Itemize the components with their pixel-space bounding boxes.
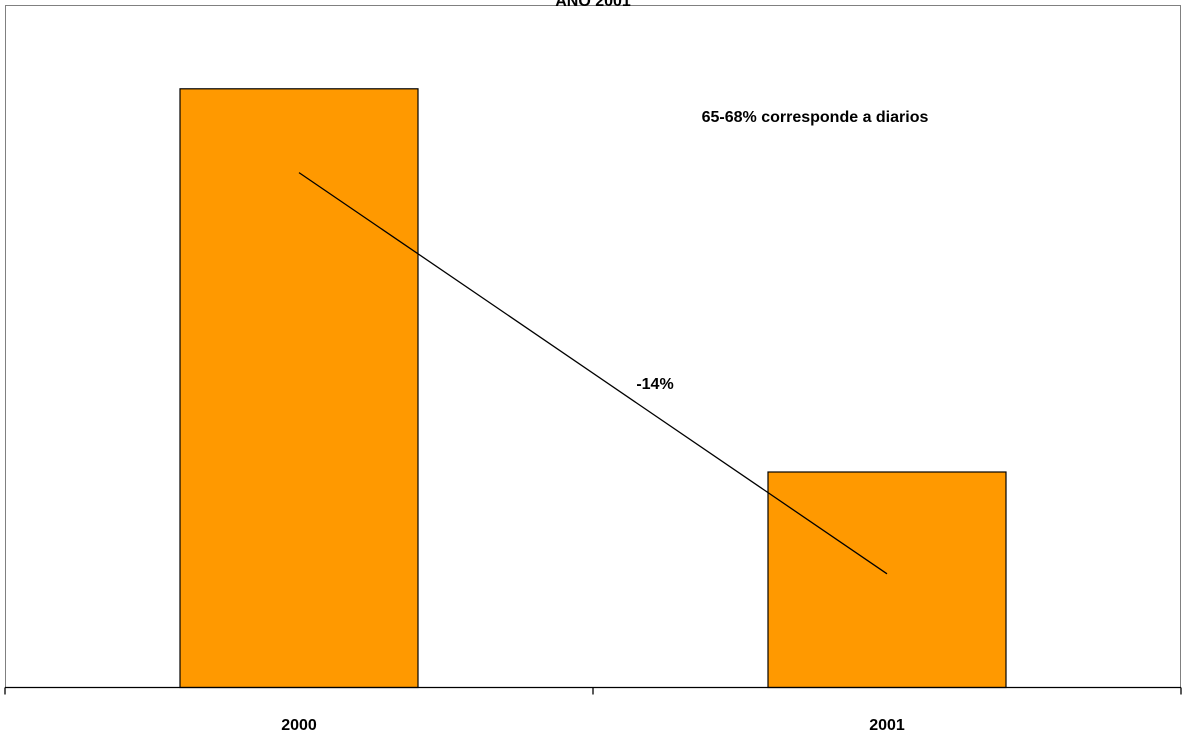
x-labels: 2000 2001 <box>281 717 905 734</box>
chart-title: AÑO 2001 <box>555 0 631 10</box>
x-tick-label-2001: 2001 <box>869 717 905 734</box>
bars <box>179 88 1007 689</box>
bar-2000 <box>179 88 419 689</box>
trend-line <box>298 172 888 575</box>
bar-2001 <box>767 471 1007 689</box>
annotation-note: 65-68% corresponde a diarios <box>702 109 929 126</box>
x-ticks <box>4 687 1182 695</box>
x-tick-label-2000: 2000 <box>281 717 317 734</box>
annotation-change: -14% <box>636 376 673 393</box>
